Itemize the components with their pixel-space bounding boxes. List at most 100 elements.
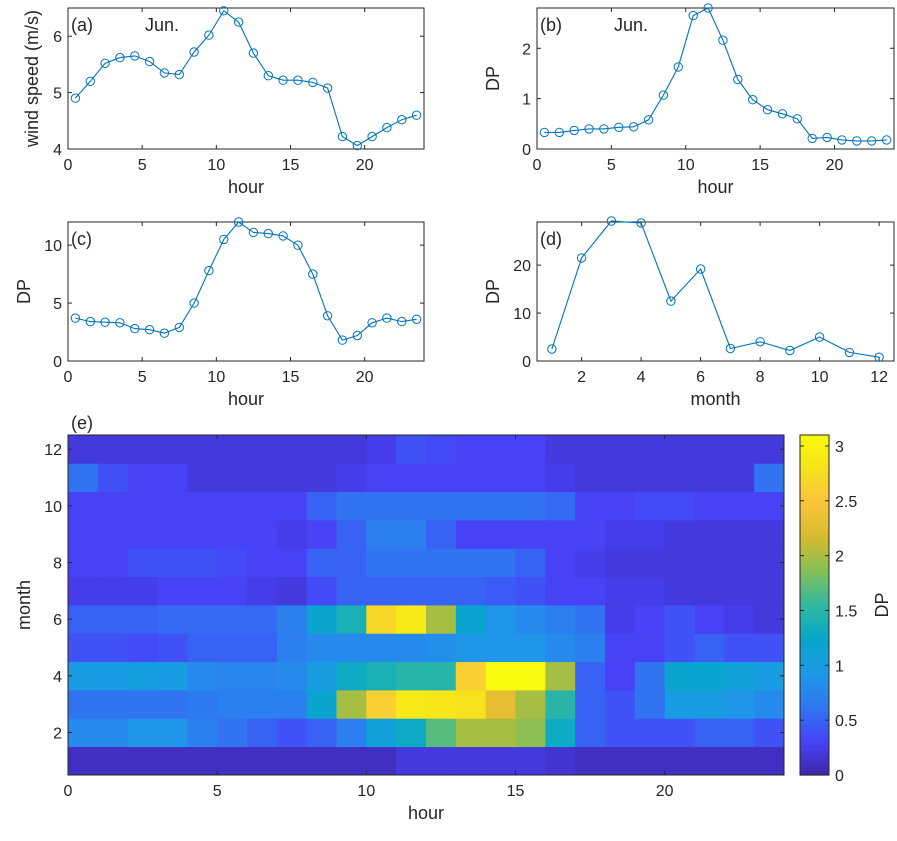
heatmap-cell — [247, 548, 278, 578]
heatmap-cell — [664, 435, 695, 464]
heatmap-cell — [545, 576, 576, 606]
data-point — [554, 127, 564, 138]
heatmap-cell — [217, 463, 248, 493]
heatmap-cell — [426, 548, 457, 578]
heatmap-cell — [545, 548, 576, 578]
heatmap-cell — [157, 718, 188, 748]
heatmap-cell — [694, 661, 725, 691]
colorbar-segment — [800, 464, 829, 470]
heatmap-cell — [306, 491, 337, 521]
data-point — [881, 135, 892, 145]
colorbar-segment — [800, 486, 829, 491]
heatmap-cell — [68, 661, 99, 691]
colorbar-segment — [800, 477, 829, 483]
colorbar-segment — [800, 435, 829, 440]
heatmap-cell — [396, 576, 427, 606]
colorbar-tick-label: 1 — [835, 658, 844, 675]
heatmap-cell — [515, 520, 546, 549]
heatmap-cell — [276, 661, 308, 691]
heatmap-cell — [247, 576, 278, 606]
heatmap-cell — [306, 690, 337, 719]
heatmap-cell — [276, 576, 308, 606]
heatmap-cell — [575, 718, 606, 748]
heatmap-cell — [396, 633, 427, 663]
data-point — [70, 313, 81, 323]
data-point — [100, 58, 110, 68]
panel-d: 2 4 6 8 10 12 0 10 20 month DP (d) — [483, 216, 895, 409]
heatmap-cell — [187, 520, 218, 549]
heatmap-cell — [187, 435, 218, 464]
heatmap-cell — [545, 463, 576, 493]
colorbar-segment — [800, 736, 829, 742]
heatmap-cell — [127, 520, 158, 549]
colorbar-segment — [800, 562, 829, 568]
colorbar-segment — [800, 600, 829, 606]
colorbar-segment — [800, 524, 829, 530]
y-tick-label: 2 — [522, 41, 531, 58]
colorbar-segment — [800, 719, 829, 725]
colorbar-segment — [800, 605, 829, 610]
heatmap-cell — [157, 633, 188, 663]
x-tick-label: 15 — [507, 783, 525, 800]
series-line — [544, 7, 887, 142]
heatmap-cell — [97, 718, 129, 748]
heatmap-cell — [426, 633, 457, 663]
heatmap-cell — [754, 435, 785, 464]
heatmap-cell — [127, 576, 158, 606]
data-point — [822, 132, 832, 143]
heatmap-cell — [68, 746, 99, 776]
data-point — [755, 337, 765, 347]
colorbar-segment — [800, 732, 829, 738]
data-point — [293, 240, 303, 250]
data-point — [777, 109, 788, 119]
colorbar-segment — [800, 592, 829, 598]
heatmap-cell — [515, 746, 546, 776]
data-point — [411, 110, 422, 120]
heatmap-cell — [605, 690, 636, 719]
heatmap-cell — [187, 718, 218, 748]
data-point — [322, 311, 333, 321]
heatmap-cell — [306, 718, 337, 748]
colorbar-segment — [800, 724, 829, 729]
heatmap-cell — [217, 520, 248, 549]
data-point — [352, 330, 362, 341]
heatmap-cell — [366, 491, 397, 521]
heatmap-cell — [724, 633, 755, 663]
heatmap-cell — [515, 605, 546, 634]
data-point — [204, 265, 214, 276]
heatmap-cell — [396, 661, 427, 691]
y-tick-label: 8 — [53, 556, 62, 573]
heatmap-cell — [605, 463, 636, 493]
heatmap-cell — [455, 463, 487, 493]
heatmap-cell — [754, 576, 785, 606]
colorbar-segment — [800, 571, 829, 576]
heatmap-cell — [68, 548, 99, 578]
colorbar-segment — [800, 443, 829, 449]
y-tick-label: 10 — [44, 499, 62, 516]
heatmap-cell — [68, 690, 99, 719]
data-point — [70, 93, 81, 103]
colorbar-segment — [800, 664, 829, 670]
heatmap-cell — [247, 463, 278, 493]
y-tick-label: 0 — [522, 142, 531, 159]
colorbar-segment — [800, 639, 829, 644]
heatmap-cell — [634, 435, 666, 464]
colorbar-frame — [799, 434, 830, 776]
heatmap-cell — [694, 435, 725, 464]
heatmap-cell — [664, 548, 695, 578]
heatmap-cell — [575, 491, 606, 521]
heatmap-cell — [396, 435, 427, 464]
heatmap-cell — [276, 690, 308, 719]
heatmap-cell — [455, 633, 487, 663]
data-point — [278, 231, 288, 241]
x-tick-label: 12 — [870, 369, 888, 386]
x-tick-label: 0 — [64, 369, 73, 386]
data-point — [233, 217, 244, 227]
colorbar-segment — [800, 766, 829, 772]
heatmap-cell — [336, 633, 367, 663]
data-point — [278, 75, 288, 85]
series-line — [75, 221, 417, 341]
data-point — [844, 347, 855, 358]
heatmap-cell — [694, 746, 725, 776]
data-point — [174, 69, 185, 80]
